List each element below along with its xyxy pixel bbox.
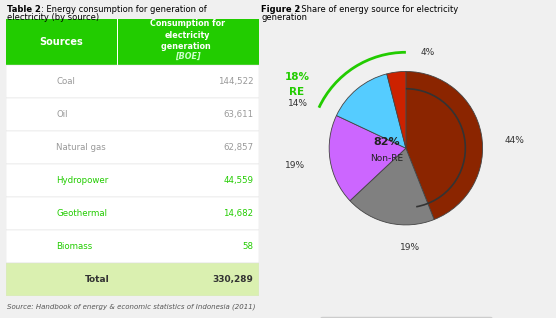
Text: 19%: 19% [400,244,420,252]
Text: 330,289: 330,289 [212,275,254,284]
Text: Coal: Coal [56,77,75,86]
Text: 14%: 14% [287,99,307,108]
Wedge shape [329,115,406,201]
Bar [6,19,259,65]
Text: Hydropower: Hydropower [56,176,108,185]
Legend: Coal, Oil, Natural gas, Hydropower, Geothermal: Coal, Oil, Natural gas, Hydropower, Geot… [320,317,492,318]
Text: Oil: Oil [56,110,68,119]
Text: Non-RE: Non-RE [370,155,403,163]
Bar [6,131,259,164]
Bar [6,164,259,197]
Text: : Energy consumption for generation of: : Energy consumption for generation of [41,5,207,14]
Text: Consumption for
electricity
generation: Consumption for electricity generation [150,19,225,51]
Text: electricity (by source): electricity (by source) [7,13,99,22]
Text: 63,611: 63,611 [224,110,254,119]
Bar [6,65,259,98]
Wedge shape [387,72,406,148]
Text: RE: RE [289,87,305,97]
Bar [6,197,259,230]
Text: 19%: 19% [285,161,305,169]
Wedge shape [350,148,434,225]
Text: 58: 58 [242,242,254,251]
Bar [117,19,118,65]
Text: 44%: 44% [504,136,524,145]
Text: Geothermal: Geothermal [56,209,107,218]
Text: 4%: 4% [420,48,434,57]
Text: Natural gas: Natural gas [56,143,106,152]
Wedge shape [336,74,406,148]
Text: Table 2: Table 2 [7,5,41,14]
Text: Source: Handbook of energy & economic statistics of Indonesia (2011): Source: Handbook of energy & economic st… [7,303,255,310]
Text: Figure 2: Figure 2 [261,5,301,14]
Text: 82%: 82% [374,137,400,147]
Bar [6,263,259,296]
Text: Total: Total [85,275,110,284]
Wedge shape [406,72,483,219]
Text: Sources: Sources [39,37,83,47]
Text: : Share of energy source for electricity: : Share of energy source for electricity [296,5,458,14]
Bar [6,230,259,263]
Text: [BOE]: [BOE] [175,52,201,61]
Bar [6,98,259,131]
Text: 14,682: 14,682 [224,209,254,218]
Text: generation: generation [261,13,307,22]
Text: Biomass: Biomass [56,242,92,251]
Text: 18%: 18% [285,72,310,82]
Text: 144,522: 144,522 [218,77,254,86]
Text: 44,559: 44,559 [224,176,254,185]
Text: 62,857: 62,857 [224,143,254,152]
